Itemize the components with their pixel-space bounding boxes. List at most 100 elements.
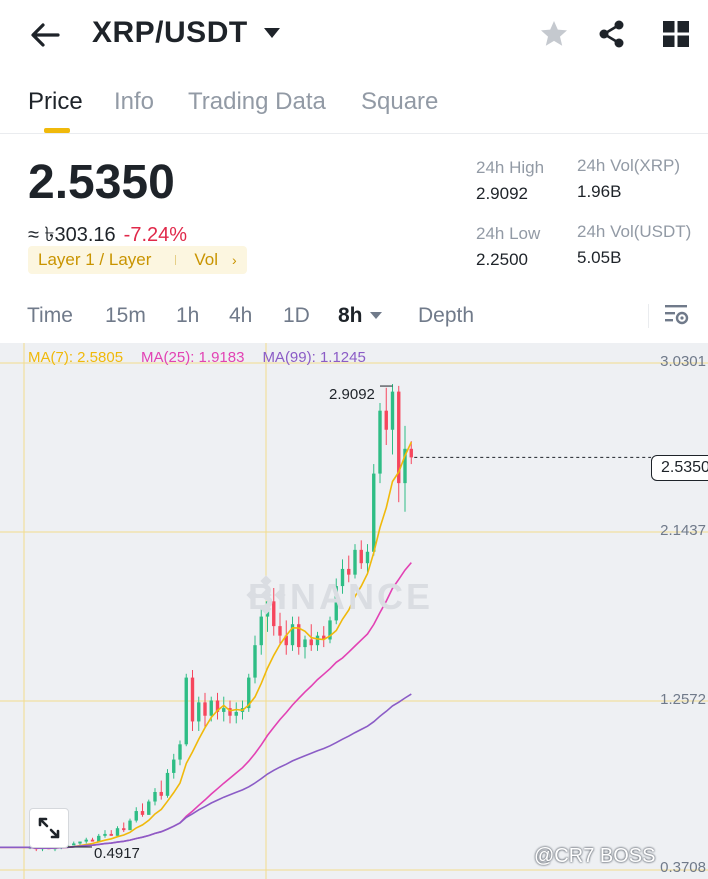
chart-settings-icon[interactable] [664, 303, 690, 327]
candle-body [297, 624, 301, 648]
candle-body [378, 410, 382, 474]
tag-layer[interactable]: Layer 1 / Layer [38, 250, 152, 269]
candle-body [353, 549, 357, 575]
interval-bar: Time 15m 1h 4h 1D 8h Depth [0, 296, 708, 340]
candle-body [322, 635, 326, 640]
fullscreen-button[interactable] [29, 808, 69, 848]
candle-body [222, 708, 226, 712]
candle-body [103, 833, 107, 836]
interval-depth[interactable]: Depth [418, 304, 475, 327]
candle-body [365, 551, 370, 564]
candle-body [197, 702, 201, 722]
header-bar: XRP/USDT [0, 0, 708, 70]
fiat-value: ≈ ৳303.16 [28, 224, 116, 246]
interval-4h[interactable]: 4h [229, 304, 253, 327]
interval-8h[interactable]: 8h [338, 304, 363, 327]
candle-body [122, 828, 126, 831]
low-marker-label: 0.4917 [94, 845, 140, 862]
chevron-down-icon[interactable] [264, 28, 280, 38]
y-tick-label: 1.2572 [660, 691, 706, 708]
y-tick-label: 2.1437 [660, 522, 706, 539]
last-price: 2.5350 [28, 156, 175, 209]
kline-chart[interactable] [0, 343, 708, 879]
candle-body [178, 744, 182, 760]
candle-body [72, 843, 76, 846]
credit-watermark: @CR7 BOSS [534, 845, 656, 867]
vol-quote-label: 24h Vol(USDT) [577, 222, 692, 241]
interval-time[interactable]: Time [27, 304, 73, 327]
interval-1h[interactable]: 1h [176, 304, 200, 327]
star-icon[interactable] [538, 18, 570, 50]
vol-base-label: 24h Vol(XRP) [577, 156, 680, 175]
candle-body [128, 820, 132, 831]
tab-info[interactable]: Info [114, 88, 155, 115]
pair-title[interactable]: XRP/USDT [92, 16, 248, 49]
candle-body [272, 601, 276, 627]
candle-body [84, 839, 88, 842]
kline-svg[interactable] [0, 343, 708, 879]
category-tag[interactable]: Layer 1 / Layer Vol › [28, 246, 247, 274]
candle-body [372, 473, 376, 552]
candle-body [190, 677, 195, 722]
grid-icon[interactable] [660, 18, 692, 50]
candle-body [284, 635, 288, 646]
high-value: 2.9092 [476, 184, 528, 203]
candle-body [78, 841, 82, 844]
candle-body [159, 791, 163, 796]
candle-body [140, 811, 145, 815]
share-icon[interactable] [596, 18, 628, 50]
candle-body [309, 639, 313, 646]
candle-body [228, 708, 232, 716]
candle-body [165, 772, 170, 796]
ma25-value: MA(25): 1.9183 [141, 349, 245, 366]
high-label: 24h High [476, 158, 545, 177]
candle-body [153, 791, 157, 802]
tag-vol[interactable]: Vol [194, 250, 219, 269]
back-arrow-icon[interactable] [28, 18, 62, 52]
candle-body [97, 835, 101, 842]
vol-quote-value: 5.05B [577, 248, 622, 267]
y-tick-label: 0.3708 [660, 859, 706, 876]
candle-body [172, 759, 176, 773]
toolbar-divider [648, 304, 649, 328]
candle-body [203, 702, 207, 716]
candle-body [359, 549, 363, 564]
candle-body [278, 626, 282, 636]
vol-base-value: 1.96B [577, 182, 622, 201]
low-label: 24h Low [476, 224, 541, 243]
change-percent: -7.24% [123, 224, 188, 246]
candle-body [253, 645, 257, 678]
candle-body [390, 391, 395, 430]
candle-body [134, 811, 138, 821]
interval-caret-icon[interactable] [370, 312, 382, 319]
last-price-badge[interactable]: 2.5350 [651, 455, 708, 481]
candle-body [303, 639, 307, 648]
candle-body [409, 448, 413, 458]
tab-price[interactable]: Price [28, 88, 83, 115]
active-tab-indicator [44, 128, 70, 133]
ma99-value: MA(99): 1.1245 [262, 349, 366, 366]
ma7-line [0, 441, 413, 850]
y-tick-label: 3.0301 [660, 353, 706, 370]
candle-body [290, 624, 295, 646]
candle-body [109, 833, 113, 836]
ma99-line [0, 693, 412, 850]
page-tabs: Price Info Trading Data Square [0, 82, 708, 134]
ma-legend: MA(7): 2.5805 MA(25): 1.9183 MA(99): 1.1… [28, 349, 366, 366]
candle-body [209, 700, 213, 716]
tag-divider [175, 255, 177, 265]
binance-watermark: BINANCE [248, 576, 434, 617]
fiat-and-change: ≈ ৳303.16 -7.24% [28, 220, 187, 253]
chevron-right-icon[interactable]: › [232, 252, 237, 268]
candle-body [115, 828, 120, 836]
candle-body [328, 620, 332, 640]
candle-body [315, 635, 320, 646]
interval-15m[interactable]: 15m [105, 304, 146, 327]
candle-body [340, 568, 345, 587]
tab-trading-data[interactable]: Trading Data [188, 88, 326, 115]
tab-square[interactable]: Square [361, 88, 439, 115]
candle-body [403, 448, 407, 484]
candle-body [90, 839, 95, 842]
interval-1d[interactable]: 1D [283, 304, 310, 327]
candle-body [215, 700, 220, 712]
